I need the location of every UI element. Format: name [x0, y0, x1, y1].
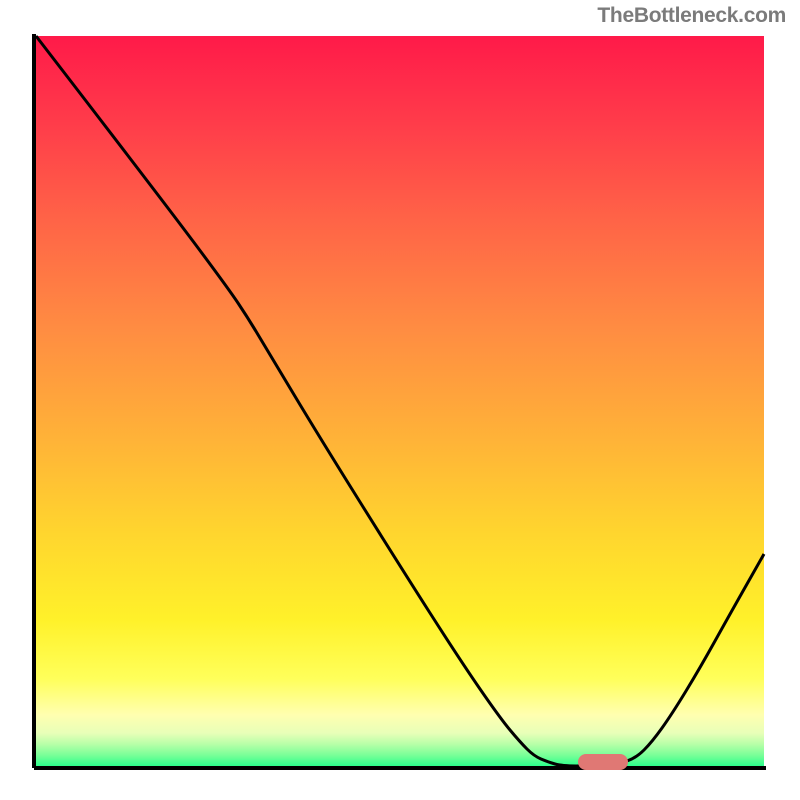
gradient-background [36, 36, 764, 766]
optimal-marker [578, 754, 628, 770]
attribution-text: TheBottleneck.com [597, 4, 786, 28]
bottleneck-chart [0, 0, 800, 800]
